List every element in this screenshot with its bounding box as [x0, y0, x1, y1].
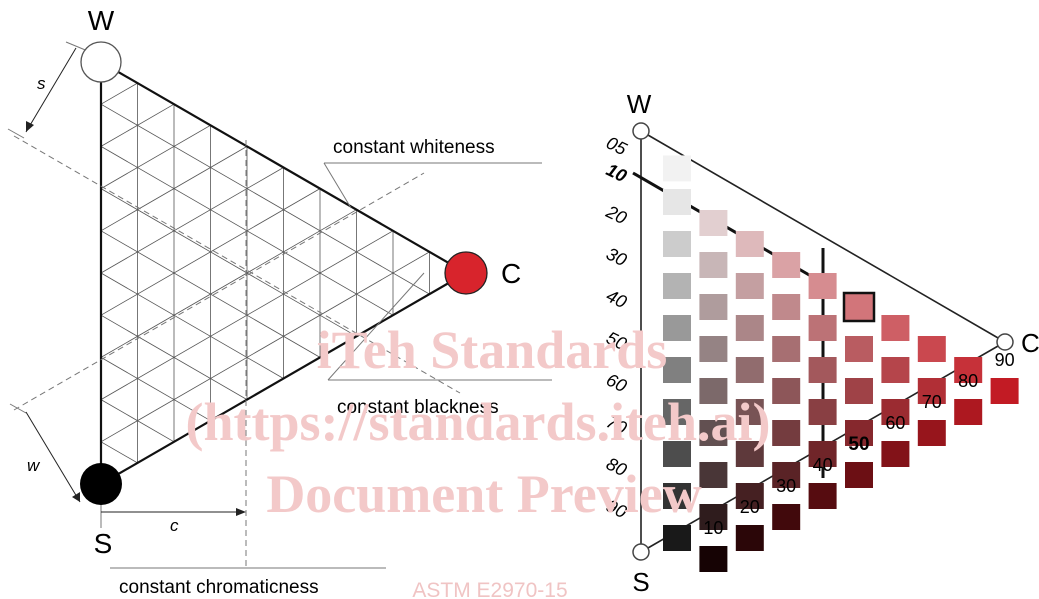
- chromaticness-tick-label: 70: [922, 392, 942, 412]
- color-swatch: [663, 399, 691, 425]
- color-swatch: [663, 189, 691, 215]
- constant-whiteness-line: [13, 135, 461, 394]
- left-vertex-c-label: C: [501, 258, 521, 289]
- right-vertex-c-label: C: [1021, 328, 1039, 358]
- chromaticness-tick-label: 50: [848, 434, 869, 455]
- watermark-line-1: iTeh Standards: [317, 320, 668, 380]
- blackness-tick-label: 40: [603, 286, 630, 313]
- color-swatch: [663, 315, 691, 341]
- color-swatch: [772, 420, 801, 446]
- dimension-w-label: w: [27, 456, 41, 475]
- color-vertex-circle: [444, 251, 488, 295]
- color-swatch: [699, 336, 728, 362]
- color-swatch: [881, 441, 910, 467]
- color-swatch: [663, 357, 691, 383]
- left-vertex-s-label: S: [94, 528, 113, 559]
- color-swatch: [845, 420, 873, 446]
- color-swatch: [699, 462, 728, 488]
- right-color-vertex-circle: [996, 333, 1014, 351]
- color-swatch: [808, 441, 837, 467]
- color-swatch: [735, 273, 764, 299]
- color-swatch: [808, 399, 837, 425]
- chromaticness-tick-label: 90: [995, 350, 1015, 370]
- chromaticness-tick-label: 40: [813, 455, 833, 475]
- color-swatch: [735, 483, 764, 509]
- constant-whiteness-label: constant whiteness: [333, 137, 495, 158]
- color-swatch: [772, 462, 801, 488]
- color-swatch: [990, 378, 1019, 404]
- color-swatch: [917, 378, 946, 404]
- color-swatch: [845, 336, 873, 362]
- color-swatch: [735, 231, 764, 257]
- color-swatch: [735, 441, 764, 467]
- chromaticness-tick-label: 80: [958, 371, 978, 391]
- color-swatch: [772, 378, 801, 404]
- chromaticness-tick-label: 60: [885, 413, 905, 433]
- chromaticness-tick-label: 10: [703, 518, 723, 538]
- constant-blackness-line: [13, 172, 425, 411]
- swatch-grid: [663, 155, 1019, 572]
- color-swatch: [735, 315, 764, 341]
- color-swatch: [699, 294, 728, 320]
- dimension-s-label: s: [37, 74, 46, 93]
- color-swatch: [735, 357, 764, 383]
- color-swatch: [699, 210, 728, 236]
- color-swatch: [808, 315, 837, 341]
- color-swatch: [699, 420, 728, 446]
- color-swatch: [954, 357, 983, 383]
- left-vertex-w-label: W: [88, 5, 115, 36]
- color-swatch: [699, 252, 728, 278]
- color-swatch: [881, 357, 910, 383]
- color-swatch: [663, 441, 691, 467]
- right-white-vertex-circle: [632, 122, 650, 140]
- right-vertex-w-label: W: [627, 89, 652, 119]
- color-swatch: [808, 483, 837, 509]
- color-swatch: [699, 504, 728, 530]
- highlighted-swatch-outline: [842, 291, 876, 323]
- dimension-c-label: c: [170, 516, 179, 535]
- color-swatch: [881, 399, 910, 425]
- color-swatch: [808, 273, 837, 299]
- white-vertex-circle: [80, 41, 122, 83]
- color-swatch: [699, 378, 728, 404]
- color-swatch: [917, 336, 946, 362]
- watermark-line-3: Document Preview: [266, 464, 701, 524]
- watermark: iTeh Standards (https://standards.iteh.a…: [185, 320, 770, 599]
- black-vertex-circle: [80, 463, 122, 505]
- color-swatch: [954, 399, 983, 425]
- color-swatch: [663, 273, 691, 299]
- color-swatch: [917, 420, 946, 446]
- color-swatch: [663, 483, 691, 509]
- color-swatch: [772, 504, 801, 530]
- chromaticness-tick-label: 30: [776, 476, 796, 496]
- blackness-tick-label: 20: [602, 201, 630, 228]
- color-swatch: [735, 399, 764, 425]
- right-vertex-s-label: S: [632, 567, 649, 597]
- color-swatch: [735, 525, 764, 551]
- color-swatch: [663, 155, 691, 182]
- color-swatch: [699, 546, 728, 572]
- color-swatch: [663, 525, 691, 551]
- color-swatch: [808, 357, 837, 383]
- right-black-vertex-circle: [632, 543, 650, 561]
- constant-chromaticness-label: constant chromaticness: [119, 577, 319, 598]
- blackness-tick-label: 05: [603, 133, 631, 160]
- color-swatch: [772, 336, 801, 362]
- color-swatch: [663, 231, 691, 257]
- blackness-tick-label: 10: [603, 160, 630, 187]
- watermark-footer: ASTM E2970-15: [412, 579, 567, 599]
- color-swatch: [881, 315, 910, 341]
- color-swatch: [772, 252, 801, 278]
- triangle-grid: [100, 82, 430, 464]
- constant-blackness-label: constant blackness: [337, 397, 499, 418]
- watermark-line-2: (https://standards.iteh.ai): [185, 392, 770, 452]
- color-swatch: [845, 378, 873, 404]
- color-swatch: [845, 294, 873, 320]
- chromaticness-tick-label: 20: [740, 497, 760, 517]
- color-swatch: [772, 294, 801, 320]
- nuance-triangle-diagram: W S C constant whiteness constant blackn…: [7, 5, 552, 598]
- color-swatch: [845, 462, 873, 488]
- blackness-tick-label: 30: [603, 244, 630, 271]
